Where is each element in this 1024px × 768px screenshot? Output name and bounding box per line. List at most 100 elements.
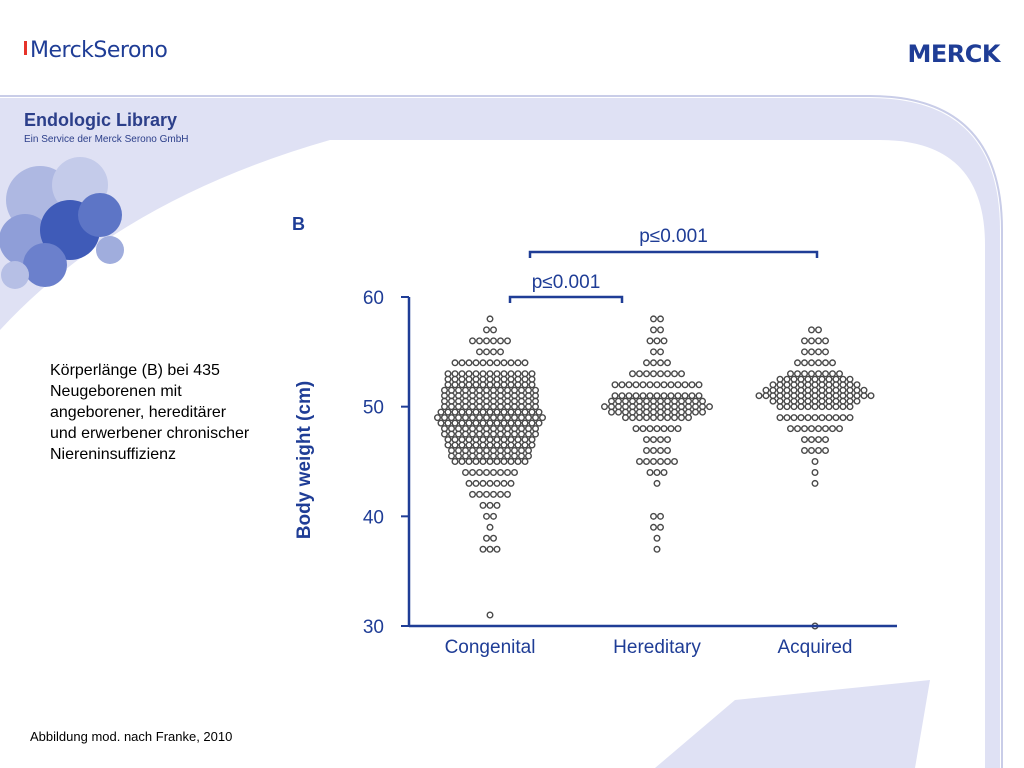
data-point [517,452,525,460]
data-point [493,545,501,553]
data-point [608,403,616,411]
data-point [618,392,626,400]
data-point [815,447,823,455]
data-point [444,408,452,416]
data-point [808,337,816,345]
data-point [465,408,473,416]
data-point [811,392,819,400]
data-point [664,436,672,444]
data-point [521,436,529,444]
data-point [794,359,802,367]
data-point [776,414,784,422]
data-point [500,436,508,444]
data-point [643,359,651,367]
data-point [804,392,812,400]
data-point [815,370,823,378]
data-point [486,523,494,531]
data-point [514,441,522,449]
data-point [822,348,830,356]
data-point [472,381,480,389]
data-point [440,392,448,400]
data-point [629,397,637,405]
data-point [507,408,515,416]
data-point [489,348,497,356]
data-point [660,337,668,345]
data-point [468,337,476,345]
data-point [646,468,654,476]
data-point [664,447,672,455]
data-point [489,468,497,476]
data-point [664,414,672,422]
data-point [790,381,798,389]
data-point [808,348,816,356]
data-point [695,392,703,400]
data-point [615,397,623,405]
data-point [643,370,651,378]
data-point [832,381,840,389]
data-point [790,392,798,400]
data-point [629,370,637,378]
data-point [465,381,473,389]
data-point [839,386,847,394]
data-point [825,403,833,411]
data-point [846,375,854,383]
data-point [510,430,518,438]
data-point [472,408,480,416]
data-point [688,381,696,389]
data-point [839,397,847,405]
data-point [440,414,448,422]
data-point [650,326,658,334]
data-point [489,512,497,520]
data-point [618,381,626,389]
data-point [524,425,532,433]
data-point [664,370,672,378]
data-point [528,436,536,444]
data-point [650,348,658,356]
y-tick-label: 50 [363,398,384,419]
data-point [811,479,819,487]
data-point [482,452,490,460]
data-point [636,408,644,416]
data-point [451,359,459,367]
data-point [860,392,868,400]
data-point [447,447,455,455]
data-point [667,392,675,400]
data-point [500,375,508,383]
data-point [801,447,809,455]
data-point [510,452,518,460]
data-point [451,419,459,427]
data-point [486,458,494,466]
data-point [482,392,490,400]
data-point [622,397,630,405]
data-point [454,392,462,400]
data-point [643,414,651,422]
data-point [500,458,508,466]
data-point [804,375,812,383]
data-point [496,397,504,405]
data-point [517,447,525,455]
data-point [458,436,466,444]
significance-bracket [528,250,819,258]
data-point [486,370,494,378]
data-point [479,375,487,383]
data-point [808,436,816,444]
data-point [479,359,487,367]
data-point [503,425,511,433]
data-point [454,397,462,405]
data-point [517,414,525,422]
data-point [657,397,665,405]
data-point [507,479,515,487]
data-point [815,348,823,356]
data-point [475,447,483,455]
data-point [846,392,854,400]
data-point [503,468,511,476]
data-point [692,397,700,405]
data-point [692,408,700,416]
data-point [447,425,455,433]
data-point [472,479,480,487]
data-point [790,375,798,383]
data-point [650,408,658,416]
data-point [632,381,640,389]
data-point [475,414,483,422]
data-point [468,430,476,438]
